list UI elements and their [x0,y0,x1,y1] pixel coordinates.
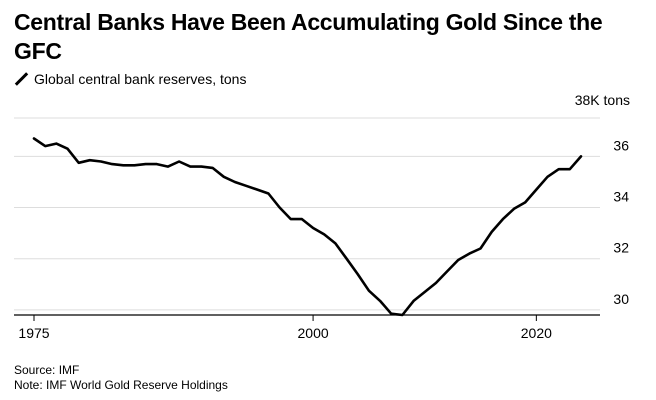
y-tick-label: 36 [613,137,629,153]
legend: Global central bank reserves, tons [14,70,246,88]
y-tick-label: 34 [613,189,629,205]
source-note: Source: IMF [14,363,80,377]
y-axis-unit-label: 38K tons [574,92,630,108]
chart-title: Central Banks Have Been Accumulating Gol… [14,9,603,64]
x-tick-label: 1975 [18,325,49,341]
x-tick-label: 2020 [521,325,552,341]
y-tick-label: 32 [613,240,629,256]
series-line [32,137,583,317]
y-tick-label: 30 [613,291,629,307]
data-note: Note: IMF World Gold Reserve Holdings [14,378,228,392]
chart-footer: Source: IMF Note: IMF World Gold Reserve… [14,363,228,393]
legend-label: Global central bank reserves, tons [34,71,247,87]
x-tick-label: 2000 [298,325,329,341]
